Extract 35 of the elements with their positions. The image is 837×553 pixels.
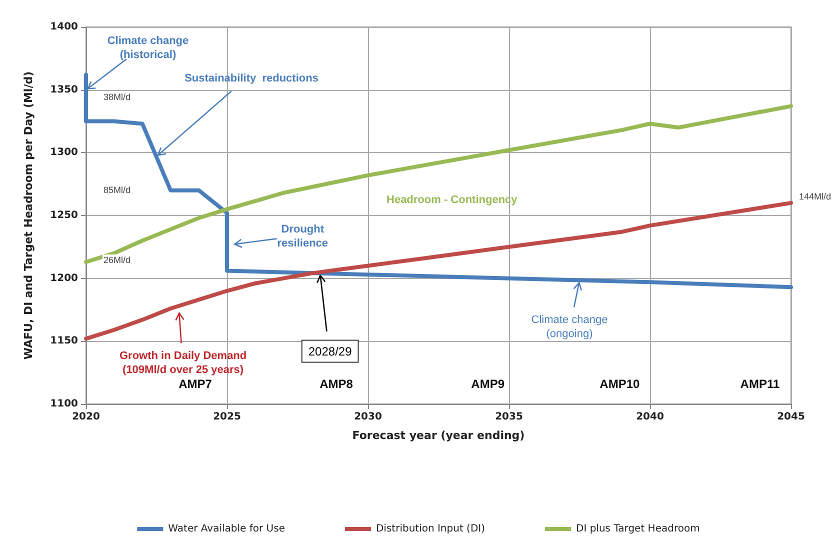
y-tick-label: 1350: [50, 84, 78, 96]
annotation: 26Ml/d: [104, 254, 131, 265]
y-tick-label: 1300: [50, 147, 78, 158]
annotation: 85Ml/d: [104, 184, 131, 195]
annotation: 38Ml/d: [104, 92, 131, 102]
y-axis-title: WAFU, DI and Target Headroom per Day (Ml/d): [22, 71, 35, 360]
annotation: Drought resilience: [277, 223, 328, 250]
x-tick-label: 2040: [636, 412, 664, 422]
legend-label: Distribution Input (DI): [376, 524, 486, 534]
annotation: AMP10: [600, 377, 640, 392]
annotation: AMP11: [740, 377, 780, 392]
legend-label: DI plus Target Headroom: [576, 524, 700, 534]
x-tick-label: 2035: [495, 412, 523, 422]
annotation: Headroom - Contingency: [386, 194, 518, 206]
x-tick-label: 2025: [213, 412, 241, 422]
annotation: Climate change (historical): [107, 34, 189, 61]
annotation: 2028/29: [308, 344, 352, 358]
y-tick-label: 1150: [50, 336, 78, 347]
y-tick-label: 1100: [50, 398, 78, 410]
annotation: Growth in Daily Demand (109Ml/d over 25 years): [119, 350, 247, 376]
y-tick-label: 1200: [50, 272, 78, 284]
x-tick-label: 2045: [777, 412, 805, 422]
line-series: [84, 104, 793, 264]
annotation: AMP9: [471, 377, 505, 392]
annotation: Sustainability reductions: [184, 72, 318, 84]
annotation: AMP8: [320, 377, 354, 392]
x-axis-title: Forecast year (year ending): [352, 429, 525, 442]
annotation: AMP7: [178, 377, 212, 392]
y-tick-label: 1400: [50, 22, 78, 32]
legend-label: Water Available for Use: [168, 524, 285, 534]
y-tick-label: 1250: [50, 210, 78, 221]
x-tick-label: 2030: [354, 412, 382, 422]
annotation: Climate change (ongoing): [531, 314, 608, 340]
text: 144Ml/d: [798, 192, 831, 202]
x-tick-label: 2020: [72, 412, 100, 422]
